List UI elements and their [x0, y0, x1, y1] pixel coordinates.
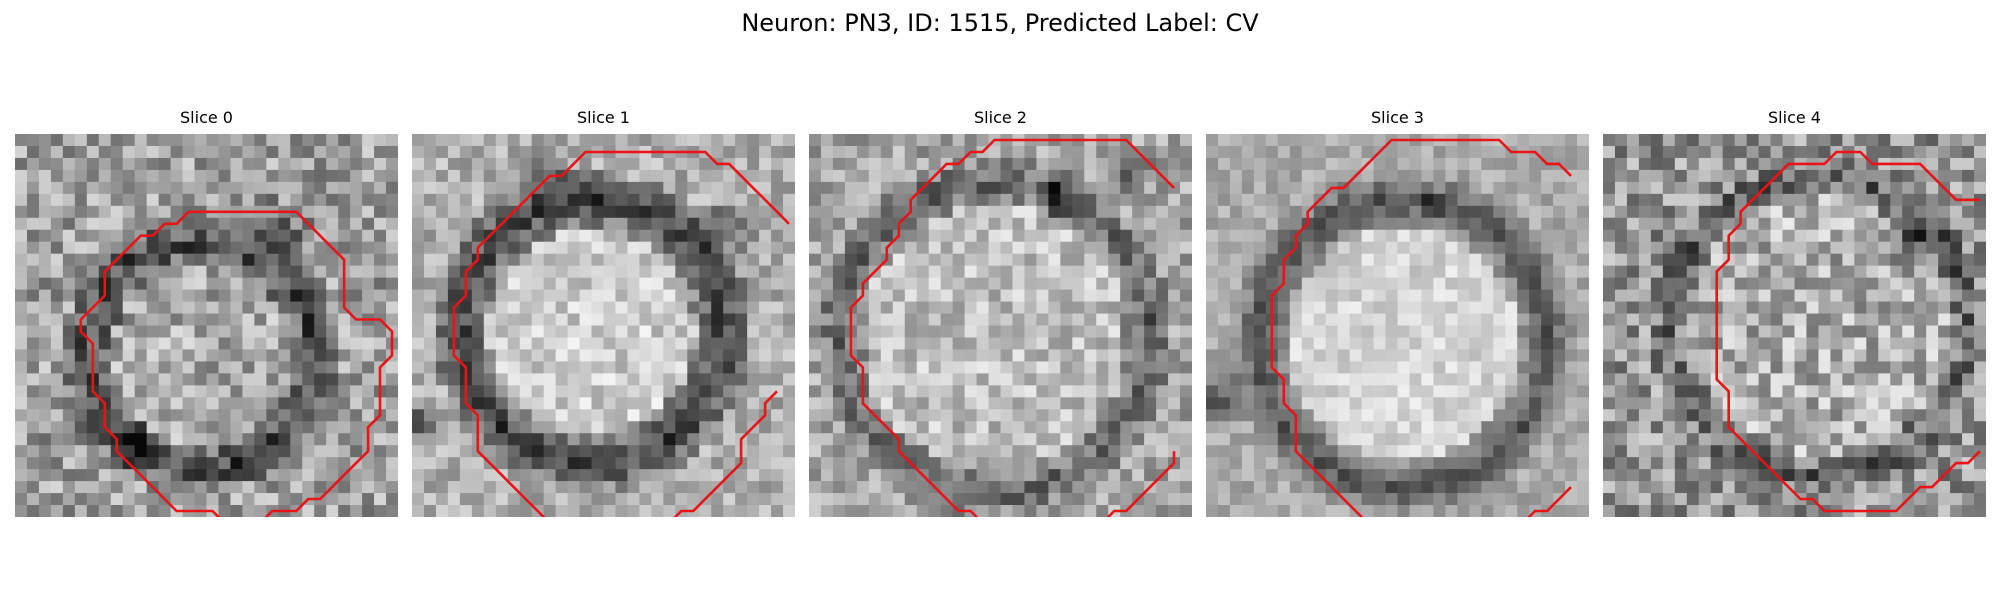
microscopy-pixels-3 — [1206, 134, 1589, 517]
slice-title-2: Slice 2 — [974, 108, 1027, 127]
microscopy-pixels-4 — [1603, 134, 1986, 517]
slice-panel-0: Slice 0 — [15, 106, 398, 517]
slice-title-4: Slice 4 — [1768, 108, 1821, 127]
slice-panel-1: Slice 1 — [412, 106, 795, 517]
slice-title-0: Slice 0 — [180, 108, 233, 127]
slice-panel-3: Slice 3 — [1206, 106, 1589, 517]
slice-panel-2: Slice 2 — [809, 106, 1192, 517]
microscopy-pixels-1 — [412, 134, 795, 517]
slice-title-3: Slice 3 — [1371, 108, 1424, 127]
contour-segment — [1527, 486, 1572, 517]
figure-title: Neuron: PN3, ID: 1515, Predicted Label: … — [741, 9, 1259, 37]
contour-segment — [1270, 138, 1572, 517]
contour-segment — [452, 150, 790, 517]
contour-segment — [1715, 150, 1981, 513]
membrane-contour-3 — [1270, 138, 1572, 517]
slice-image-2 — [809, 134, 1192, 517]
slice-title-1: Slice 1 — [577, 108, 630, 127]
membrane-contour-2 — [849, 138, 1176, 517]
membrane-contour-0 — [79, 210, 394, 517]
slice-panel-4: Slice 4 — [1603, 106, 1986, 517]
microscopy-pixels-2 — [809, 134, 1192, 517]
microscopy-pixels-0 — [15, 134, 398, 517]
slice-image-3 — [1206, 134, 1589, 517]
slice-image-4 — [1603, 134, 1986, 517]
membrane-contour-1 — [452, 150, 790, 517]
contour-segment — [849, 138, 1175, 517]
membrane-contour-4 — [1715, 150, 1981, 513]
slice-image-1 — [412, 134, 795, 517]
slice-image-0 — [15, 134, 398, 517]
contour-segment — [1106, 451, 1176, 517]
